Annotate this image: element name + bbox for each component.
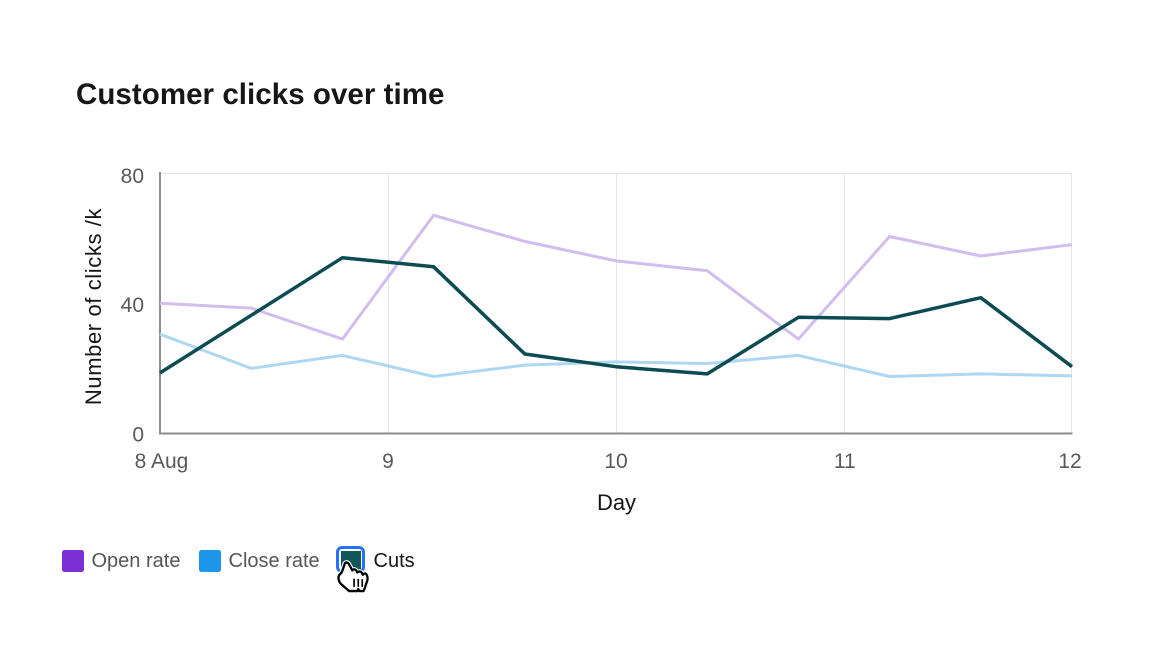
svg-text:80: 80 [121, 165, 144, 188]
svg-text:Day: Day [597, 490, 636, 515]
svg-text:Number of clicks /k: Number of clicks /k [81, 207, 106, 405]
svg-text:11: 11 [834, 450, 856, 473]
svg-text:40: 40 [121, 294, 144, 317]
svg-text:0: 0 [132, 424, 144, 447]
svg-text:10: 10 [604, 450, 627, 473]
svg-text:8 Aug: 8 Aug [135, 450, 189, 473]
svg-text:9: 9 [382, 450, 394, 473]
svg-text:12: 12 [1058, 450, 1081, 473]
